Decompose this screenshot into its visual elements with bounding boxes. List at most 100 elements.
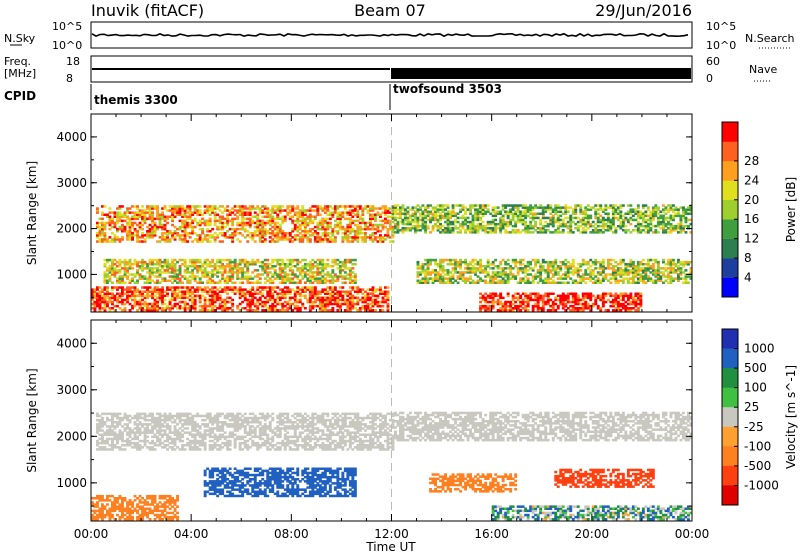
cell bbox=[171, 209, 174, 212]
cell bbox=[236, 307, 240, 310]
cell bbox=[166, 265, 169, 268]
cell bbox=[268, 209, 272, 212]
cell bbox=[669, 214, 673, 218]
cell bbox=[98, 296, 102, 300]
cell bbox=[374, 300, 377, 304]
cell bbox=[514, 206, 518, 209]
cell bbox=[654, 231, 658, 234]
cell bbox=[384, 290, 387, 293]
cell bbox=[141, 302, 144, 306]
cell bbox=[499, 263, 503, 266]
cell bbox=[181, 307, 185, 310]
cell bbox=[311, 290, 315, 293]
cell bbox=[91, 292, 94, 295]
cell bbox=[376, 236, 380, 239]
cell bbox=[494, 210, 498, 213]
cell bbox=[351, 302, 355, 306]
cell bbox=[604, 206, 608, 209]
cell bbox=[108, 269, 112, 272]
cell bbox=[128, 232, 132, 235]
cell bbox=[431, 208, 435, 211]
cell bbox=[216, 260, 220, 264]
cell bbox=[366, 211, 370, 214]
cell bbox=[554, 206, 558, 209]
cell bbox=[146, 292, 149, 295]
cell bbox=[323, 221, 327, 225]
cell bbox=[123, 258, 127, 262]
cell bbox=[311, 267, 315, 270]
cell bbox=[674, 214, 678, 218]
cell bbox=[128, 267, 132, 270]
cell bbox=[656, 224, 660, 228]
cell bbox=[539, 267, 543, 270]
cell bbox=[288, 267, 292, 270]
cell bbox=[574, 269, 578, 272]
cell bbox=[251, 238, 255, 241]
cell bbox=[218, 267, 222, 270]
cell bbox=[241, 292, 245, 295]
cell bbox=[168, 209, 172, 212]
cell bbox=[594, 212, 598, 215]
cell bbox=[181, 240, 185, 243]
cell bbox=[348, 213, 352, 216]
cell bbox=[624, 231, 628, 234]
cell bbox=[188, 232, 192, 235]
cell bbox=[674, 271, 678, 274]
cell bbox=[609, 263, 613, 266]
cell bbox=[516, 271, 520, 274]
cell bbox=[389, 207, 392, 210]
cell bbox=[348, 227, 352, 231]
cell bbox=[298, 294, 302, 298]
cell bbox=[178, 211, 182, 214]
cell bbox=[216, 298, 220, 302]
cell bbox=[138, 292, 142, 295]
cell bbox=[128, 236, 132, 239]
cell bbox=[213, 215, 217, 218]
cell bbox=[386, 234, 390, 237]
cell bbox=[143, 281, 147, 284]
cell bbox=[126, 271, 129, 274]
cell bbox=[266, 213, 270, 216]
cell bbox=[456, 216, 460, 220]
cell bbox=[98, 232, 102, 235]
cell bbox=[511, 218, 515, 222]
cell bbox=[238, 302, 242, 306]
cell bbox=[268, 288, 272, 291]
cell bbox=[479, 222, 482, 226]
cell bbox=[596, 231, 600, 234]
cell bbox=[441, 206, 445, 209]
cell bbox=[454, 218, 457, 222]
cell bbox=[516, 218, 520, 222]
cell bbox=[278, 211, 282, 214]
cell bbox=[123, 273, 127, 276]
cell bbox=[123, 275, 127, 278]
cell bbox=[131, 205, 134, 208]
cell bbox=[331, 288, 335, 291]
cell bbox=[183, 225, 187, 229]
cell bbox=[91, 288, 94, 291]
cell bbox=[283, 234, 287, 237]
cell bbox=[474, 258, 477, 262]
cell bbox=[126, 234, 129, 237]
cell bbox=[296, 260, 300, 264]
cell bbox=[541, 208, 545, 211]
cell bbox=[196, 271, 200, 274]
cell bbox=[301, 294, 305, 298]
cell bbox=[148, 207, 152, 210]
cell bbox=[173, 273, 177, 276]
cell bbox=[296, 300, 300, 304]
cell bbox=[476, 231, 480, 234]
cell bbox=[263, 304, 267, 308]
cell bbox=[364, 207, 367, 210]
cell bbox=[131, 279, 134, 282]
cell bbox=[529, 231, 533, 234]
cell bbox=[434, 263, 437, 266]
cell bbox=[504, 271, 508, 274]
cell bbox=[419, 229, 422, 232]
cell bbox=[106, 240, 109, 243]
cell bbox=[459, 229, 462, 232]
cell bbox=[531, 218, 535, 222]
cell bbox=[211, 265, 215, 268]
cell bbox=[323, 219, 327, 223]
cell bbox=[311, 288, 315, 291]
